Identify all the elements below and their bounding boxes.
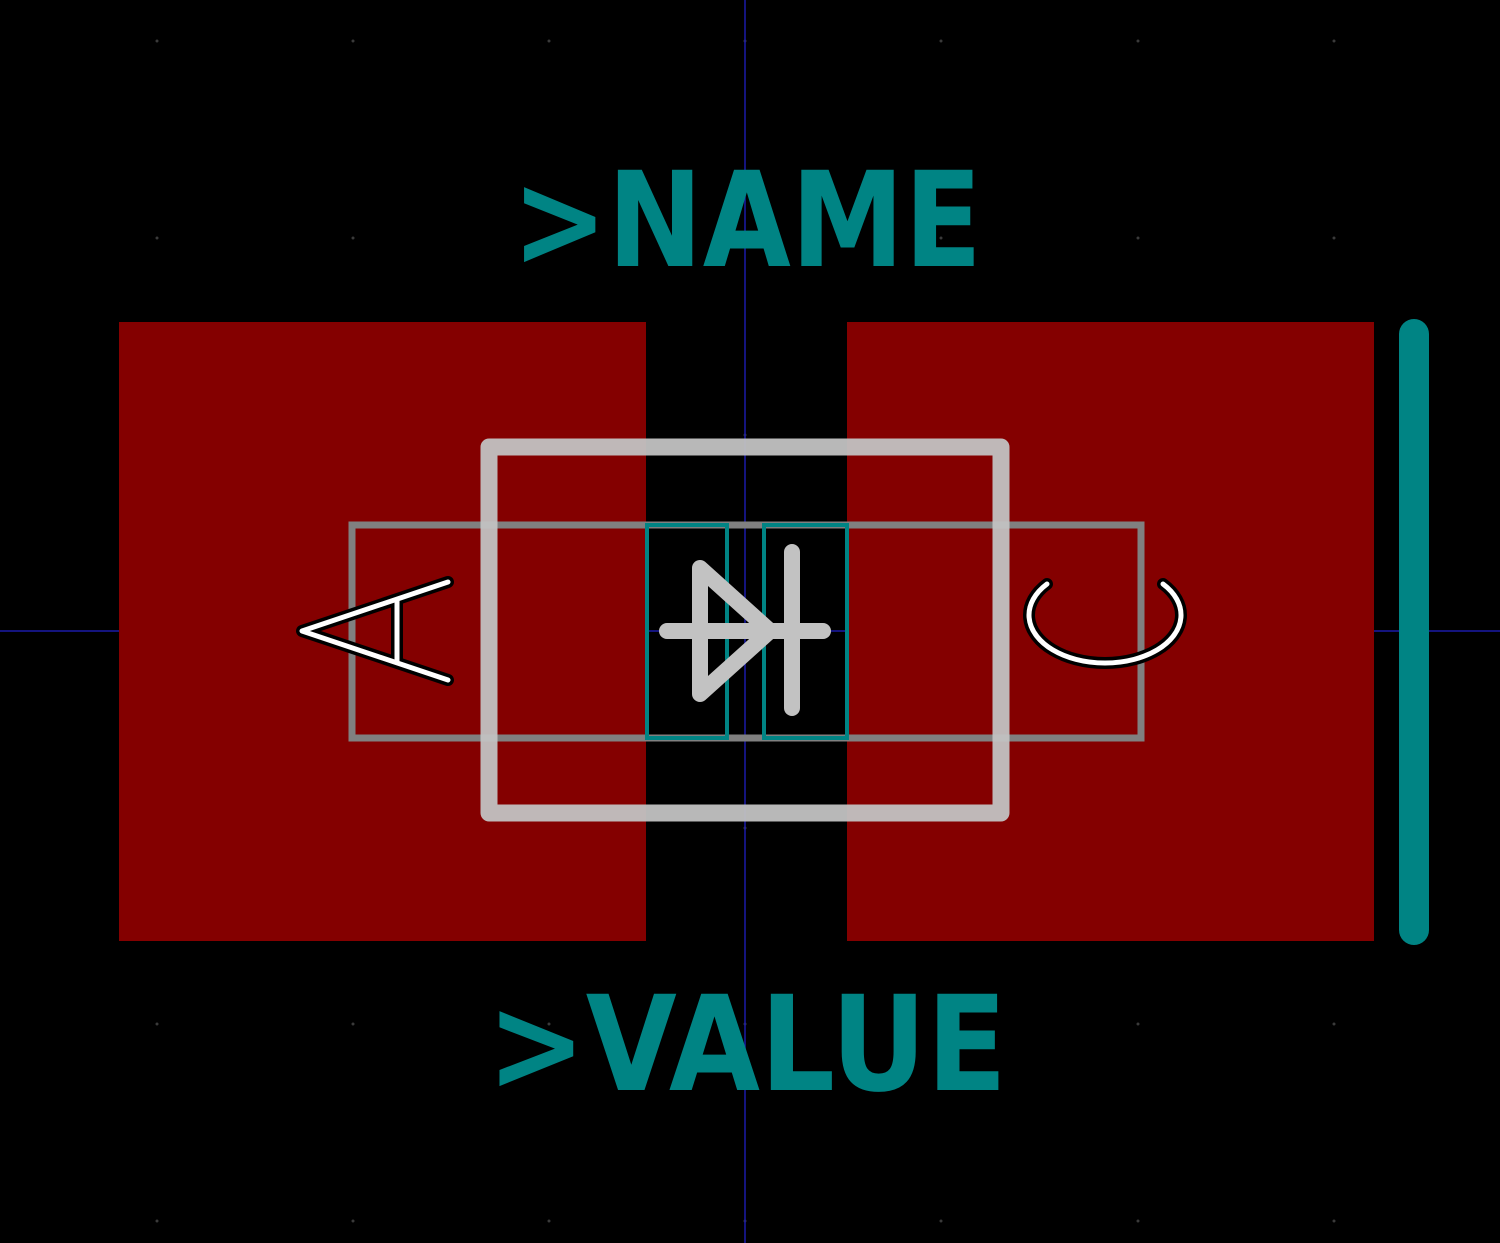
grid-dot	[1332, 1219, 1336, 1223]
grid-dot	[547, 1022, 551, 1026]
cathode-marker-icon	[1023, 578, 1187, 670]
grid-dot	[155, 1022, 159, 1026]
grid-dot	[155, 39, 159, 43]
grid-dot	[1332, 236, 1336, 240]
grid-dot	[547, 39, 551, 43]
grid-dot	[1136, 39, 1140, 43]
grid-dot	[351, 236, 355, 240]
diode-body-outline	[480, 438, 1010, 822]
anode-marker-icon	[296, 576, 454, 686]
diode-symbol-icon	[659, 544, 831, 716]
grid-dot	[1332, 1022, 1336, 1026]
grid-dot	[155, 236, 159, 240]
grid-dot	[155, 1219, 159, 1223]
grid-dot	[939, 236, 943, 240]
grid-dot	[1136, 236, 1140, 240]
grid-dot	[1332, 39, 1336, 43]
grid-dot	[1136, 1219, 1140, 1223]
grid-dot	[939, 1022, 943, 1026]
grid-dot	[939, 1219, 943, 1223]
grid-dot	[351, 39, 355, 43]
grid-dot	[547, 236, 551, 240]
grid-dot	[939, 39, 943, 43]
grid-dot	[547, 1219, 551, 1223]
grid-dot	[1136, 1022, 1140, 1026]
pad-cathode[interactable]	[847, 322, 1374, 941]
value-reference-label[interactable]: >VALUE	[487, 968, 1007, 1122]
grid-dot	[351, 1022, 355, 1026]
courtyard-outline	[348, 521, 1145, 742]
pad-anode[interactable]	[119, 322, 646, 941]
grid-dot	[351, 1219, 355, 1223]
name-reference-label[interactable]: >NAME	[512, 144, 982, 298]
